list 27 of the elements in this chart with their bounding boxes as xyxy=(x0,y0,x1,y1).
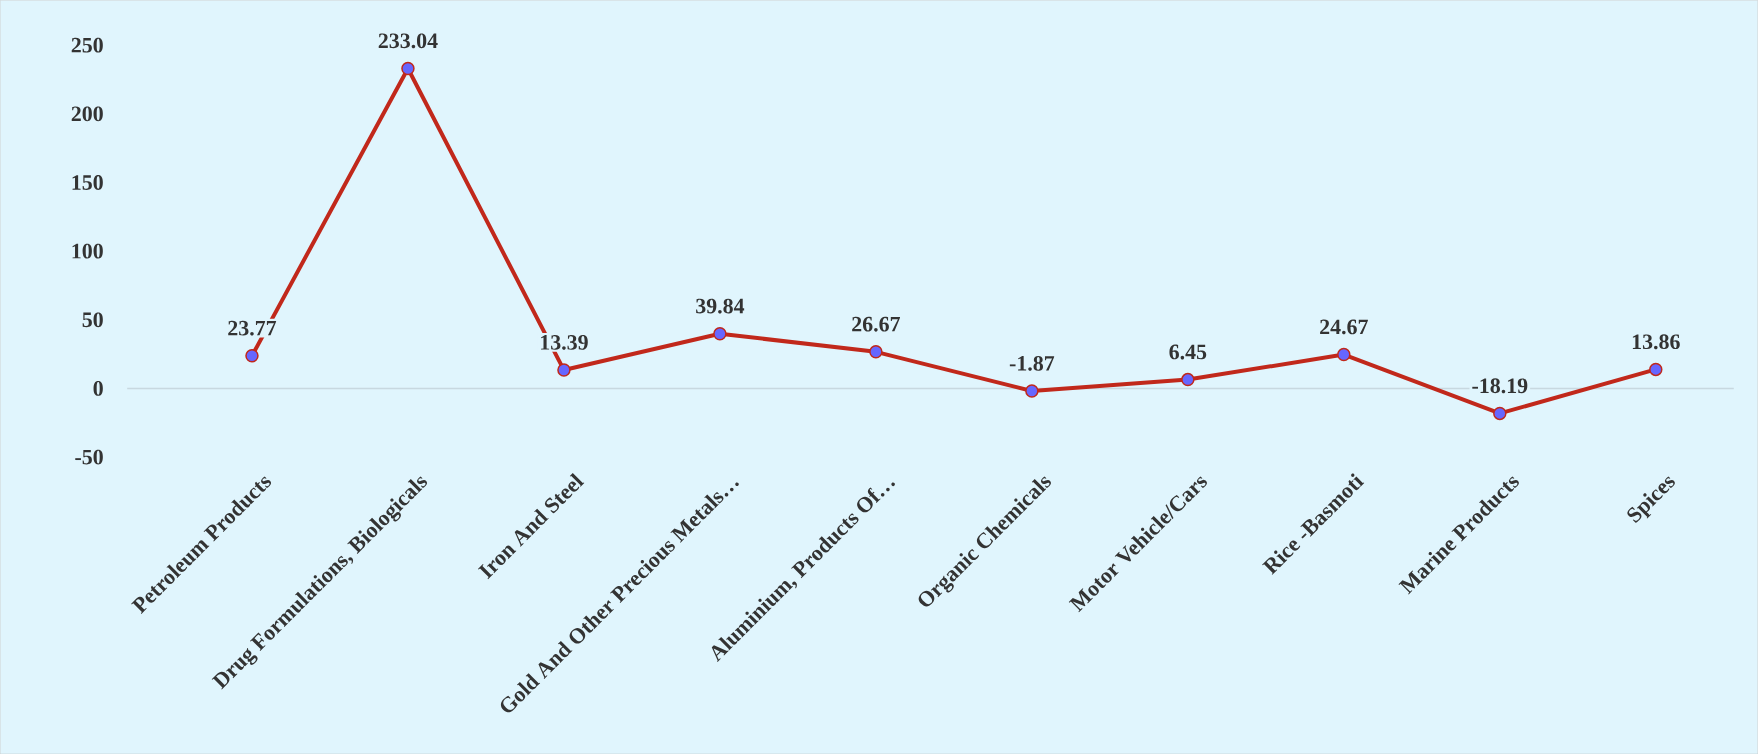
data-label: 6.45 xyxy=(1169,344,1207,360)
point xyxy=(401,61,415,76)
data-label: 13.39 xyxy=(541,334,588,350)
point xyxy=(1025,384,1039,398)
data-label: 26.67 xyxy=(852,316,900,332)
data-label: 233.04 xyxy=(378,33,438,49)
y-tick-label: -50 xyxy=(75,449,103,465)
data-label: 24.67 xyxy=(1320,319,1368,335)
data-label: -1.87 xyxy=(1009,355,1055,371)
y-tick-label: 100 xyxy=(72,243,103,259)
point xyxy=(245,348,259,363)
point xyxy=(1337,347,1351,362)
data-label: 39.84 xyxy=(696,298,745,314)
point xyxy=(869,344,883,359)
point xyxy=(1493,406,1507,421)
point xyxy=(1649,362,1663,377)
y-tick-label: 200 xyxy=(71,106,103,122)
y-tick-label: 50 xyxy=(82,312,103,328)
y-tick-label: 250 xyxy=(71,37,103,53)
point xyxy=(557,363,571,377)
y-tick-label: 0 xyxy=(93,380,103,396)
y-tick-label: 150 xyxy=(72,174,103,190)
data-label: 23.77 xyxy=(228,320,277,336)
point xyxy=(713,326,727,341)
data-label: -18.19 xyxy=(1472,378,1528,394)
data-label: 13.86 xyxy=(1632,334,1680,350)
point xyxy=(1181,372,1195,387)
